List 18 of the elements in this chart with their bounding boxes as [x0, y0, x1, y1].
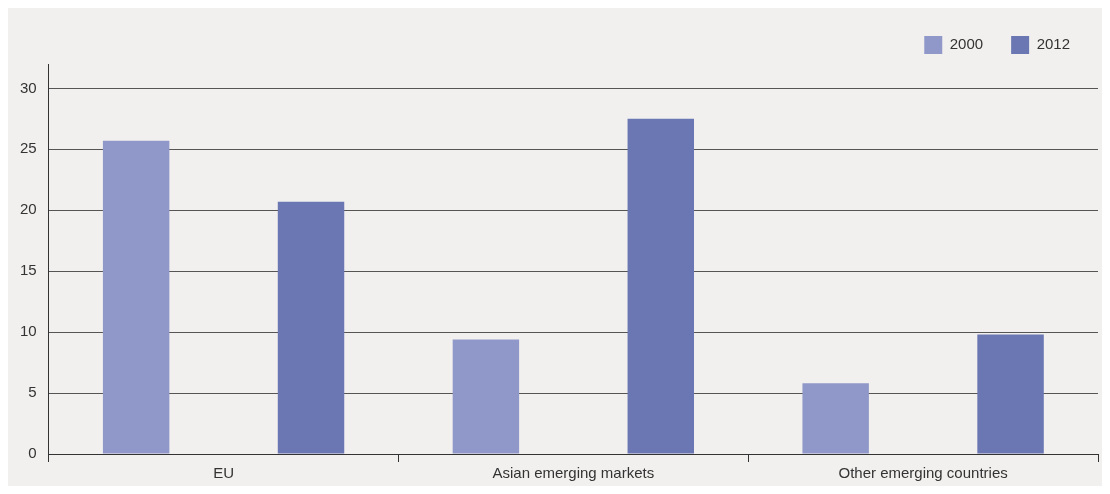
bar: [627, 118, 695, 454]
bar: [802, 383, 869, 454]
bar: [452, 339, 520, 454]
y-tick-label: 5: [28, 383, 37, 401]
legend-label: 2000: [949, 35, 984, 53]
y-tick-label: 0: [28, 444, 37, 462]
x-tick-label: Other emerging countries: [838, 464, 1008, 482]
legend-label: 2012: [1036, 35, 1071, 53]
bar: [102, 140, 170, 454]
x-tick-label: EU: [213, 464, 234, 482]
y-tick-label: 10: [20, 322, 37, 340]
y-tick-label: 25: [20, 139, 37, 157]
x-tick-label: Asian emerging markets: [492, 464, 655, 482]
bar: [277, 201, 345, 454]
y-tick-label: 30: [20, 78, 37, 96]
y-tick-label: 15: [20, 261, 37, 279]
bar: [977, 334, 1044, 454]
y-tick-label: 20: [20, 200, 37, 218]
